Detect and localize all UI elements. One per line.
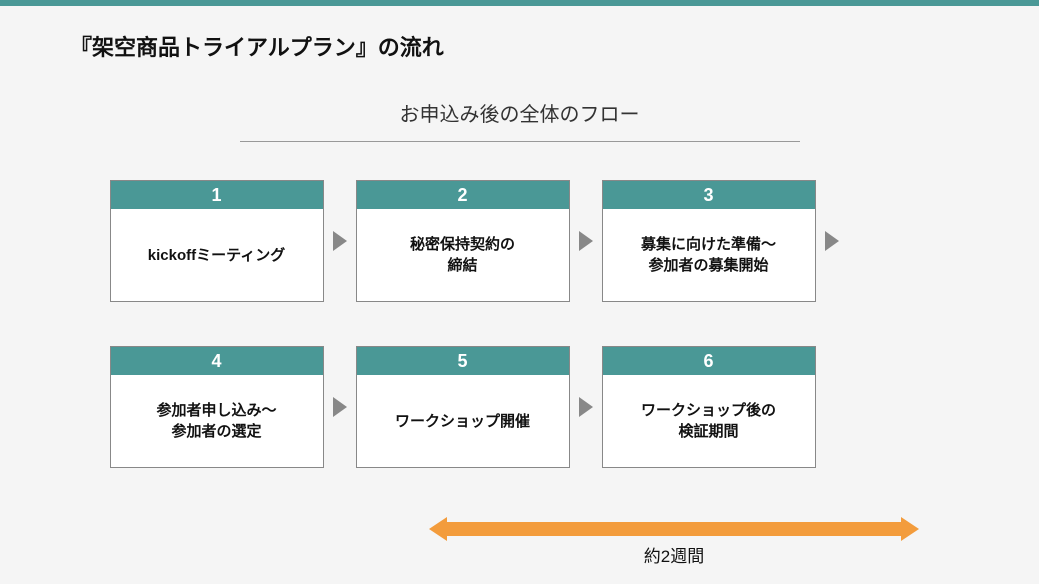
arrow-left-icon bbox=[429, 517, 447, 541]
step-label: ワークショップ開催 bbox=[357, 375, 569, 467]
duration-bar bbox=[443, 522, 905, 536]
step-box-4: 4 参加者申し込み〜 参加者の選定 bbox=[110, 346, 324, 468]
step-box-6: 6 ワークショップ後の 検証期間 bbox=[602, 346, 816, 468]
duration-label: 約2週間 bbox=[429, 542, 919, 567]
subtitle: お申込み後の全体のフロー bbox=[0, 98, 1039, 127]
step-label: kickoffミーティング bbox=[111, 209, 323, 301]
flow-row-1: 1 kickoffミーティング 2 秘密保持契約の 締結 3 募集に向けた準備〜… bbox=[110, 180, 930, 302]
duration-indicator: 約2週間 bbox=[429, 522, 919, 567]
step-number: 3 bbox=[603, 181, 815, 209]
flow-container: 1 kickoffミーティング 2 秘密保持契約の 締結 3 募集に向けた準備〜… bbox=[110, 180, 930, 468]
step-number: 1 bbox=[111, 181, 323, 209]
step-number: 2 bbox=[357, 181, 569, 209]
arrow-right-icon bbox=[579, 397, 593, 417]
step-label: 秘密保持契約の 締結 bbox=[357, 209, 569, 301]
step-box-5: 5 ワークショップ開催 bbox=[356, 346, 570, 468]
arrow-right-icon bbox=[333, 231, 347, 251]
step-label: 募集に向けた準備〜 参加者の募集開始 bbox=[603, 209, 815, 301]
subtitle-divider bbox=[240, 141, 800, 142]
arrow-right-icon bbox=[825, 231, 839, 251]
step-box-2: 2 秘密保持契約の 締結 bbox=[356, 180, 570, 302]
arrow-right-icon bbox=[901, 517, 919, 541]
step-number: 4 bbox=[111, 347, 323, 375]
step-number: 6 bbox=[603, 347, 815, 375]
page-title: 『架空商品トライアルプラン』の流れ bbox=[0, 6, 1039, 62]
step-box-3: 3 募集に向けた準備〜 参加者の募集開始 bbox=[602, 180, 816, 302]
step-label: ワークショップ後の 検証期間 bbox=[603, 375, 815, 467]
flow-row-2: 4 参加者申し込み〜 参加者の選定 5 ワークショップ開催 6 ワークショップ後… bbox=[110, 346, 930, 468]
arrow-right-icon bbox=[333, 397, 347, 417]
step-box-1: 1 kickoffミーティング bbox=[110, 180, 324, 302]
step-number: 5 bbox=[357, 347, 569, 375]
arrow-right-icon bbox=[579, 231, 593, 251]
step-label: 参加者申し込み〜 参加者の選定 bbox=[111, 375, 323, 467]
